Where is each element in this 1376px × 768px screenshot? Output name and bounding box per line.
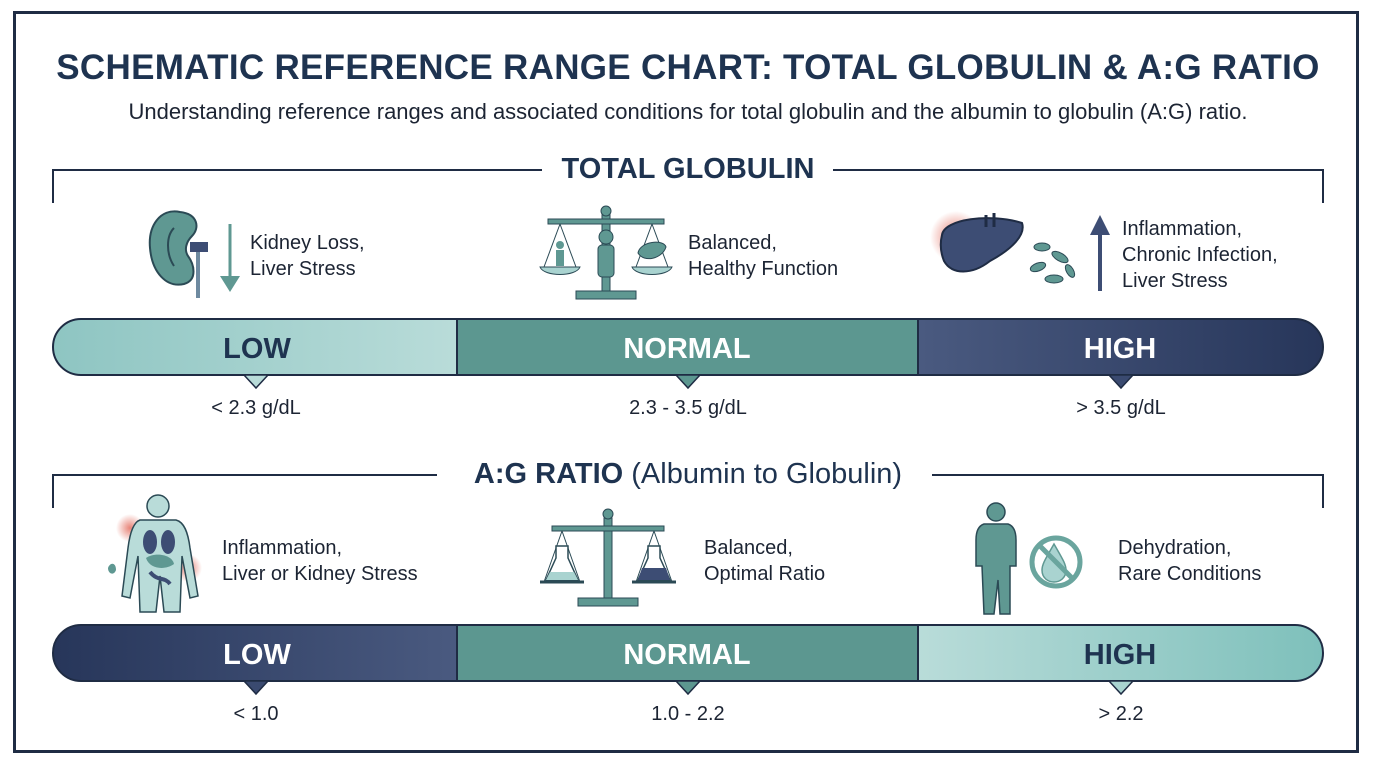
body-organs-icon [102, 492, 212, 619]
chart-title: SCHEMATIC REFERENCE RANGE CHART: TOTAL G… [56, 48, 1320, 87]
liver-bacteria-icon [930, 205, 1120, 305]
balance-scale-icon [536, 203, 676, 308]
condition-globulin-high: Inflammation, Chronic Infection, Liver S… [1122, 218, 1278, 292]
kidney-icon [140, 206, 250, 306]
condition-ag-normal: Balanced, Optimal Ratio [704, 537, 826, 585]
range-value-ag-normal: 1.0 - 2.2 [651, 703, 725, 725]
segment-label-globulin-high: HIGH [1083, 333, 1157, 365]
segment-label-ag-normal: NORMAL [623, 639, 751, 671]
condition-globulin-normal: Balanced, Healthy Function [688, 232, 839, 280]
chart-subtitle: Understanding reference ranges and assoc… [128, 99, 1248, 124]
condition-ag-low: Inflammation, Liver or Kidney Stress [222, 537, 418, 585]
section-bracket-ag-ratio [52, 474, 1324, 508]
range-bar-globulin-graphic [52, 318, 1324, 390]
no-water-drop-icon [970, 500, 1090, 623]
range-value-globulin-high: > 3.5 g/dL [1076, 397, 1166, 419]
range-bar-ag-ratio: LOW NORMAL HIGH [52, 624, 1324, 696]
range-value-globulin-normal: 2.3 - 3.5 g/dL [629, 397, 747, 419]
segment-label-ag-low: LOW [223, 639, 291, 671]
range-bar-globulin: LOW NORMAL HIGH [52, 318, 1324, 390]
condition-globulin-low: Kidney Loss, Liver Stress [250, 232, 365, 280]
section-heading-globulin: TOTAL GLOBULIN [561, 153, 815, 185]
range-value-ag-high: > 2.2 [1098, 703, 1144, 725]
segment-label-ag-high: HIGH [1083, 639, 1157, 671]
range-value-globulin-low: < 2.3 g/dL [211, 397, 301, 419]
chart-frame [13, 11, 1359, 753]
section-bracket-globulin [52, 169, 1324, 203]
segment-label-globulin-low: LOW [223, 333, 291, 365]
range-value-ag-low: < 1.0 [233, 703, 279, 725]
range-bar-ag-graphic [52, 624, 1324, 696]
section-heading-ag-ratio: A:G RATIO (Albumin to Globulin) [473, 458, 903, 490]
condition-ag-high: Dehydration, Rare Conditions [1118, 537, 1262, 585]
segment-label-globulin-normal: NORMAL [623, 333, 751, 365]
flask-scale-icon [538, 506, 678, 615]
